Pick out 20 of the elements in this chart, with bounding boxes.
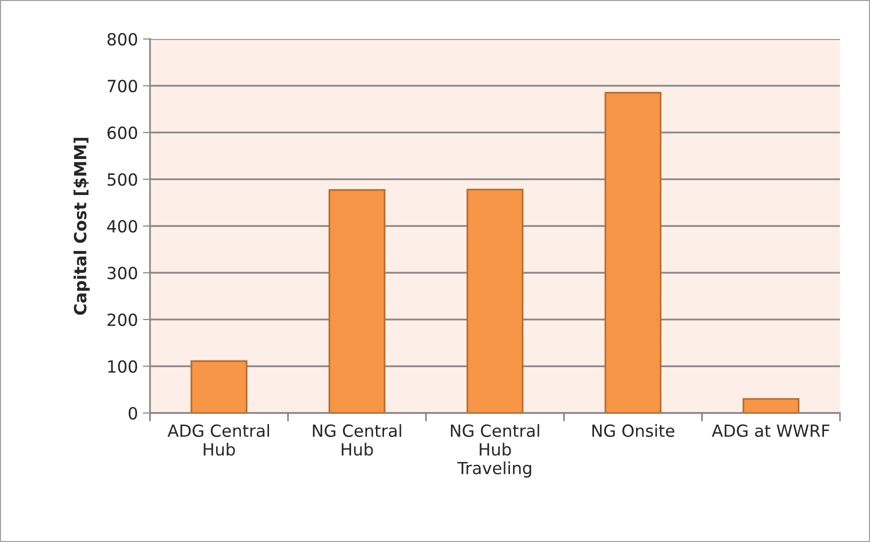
y-tick-label: 200 — [108, 313, 138, 326]
bar — [328, 189, 386, 413]
y-tick-label: 0 — [128, 406, 138, 420]
bar — [742, 398, 800, 413]
y-tick-label: 800 — [108, 32, 138, 46]
x-tick-label: NG Central Hub Traveling — [450, 424, 540, 478]
x-tick-label: NG Onsite — [592, 424, 674, 438]
bar — [604, 92, 662, 413]
y-axis-title: Capital Cost [$MM] — [74, 138, 90, 315]
y-tick-label: 300 — [108, 266, 138, 280]
y-tick-label: 400 — [107, 220, 138, 233]
y-tick-label: 100 — [108, 360, 138, 373]
x-tick-label: ADG Central Hub — [168, 424, 270, 456]
x-tick-label: NG Central Hub — [312, 424, 402, 456]
bar — [190, 360, 248, 413]
bar — [466, 188, 524, 413]
x-tick-label: ADG at WWRF — [712, 424, 830, 438]
y-tick-label: 700 — [108, 80, 138, 92]
y-tick-label: 500 — [108, 173, 138, 186]
y-tick-label: 600 — [108, 126, 138, 140]
